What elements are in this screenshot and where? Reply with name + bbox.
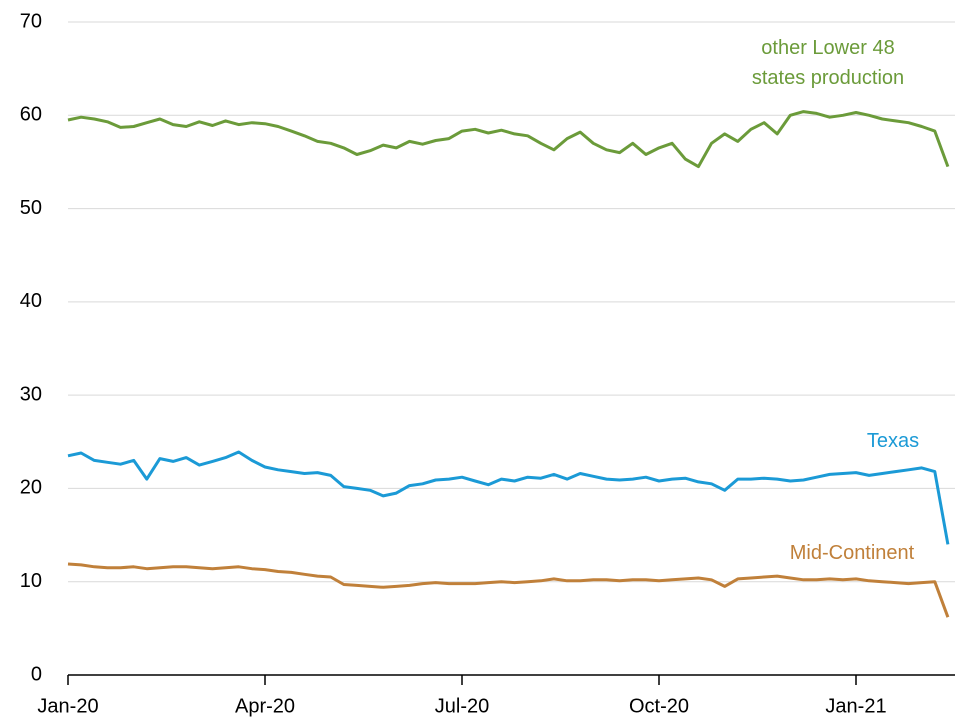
series-label: other Lower 48 states production [751,37,905,89]
y-tick-label: 50 [20,197,42,219]
series-label: Texas [866,430,920,452]
y-tick-label: 60 [20,104,42,126]
series-line [67,562,950,618]
y-tick-label: 10 [20,570,42,592]
y-tick-label: 70 [20,10,42,32]
x-tick-label: Apr-20 [235,695,295,717]
x-tick-label: Jul-20 [435,695,489,717]
y-tick-label: 40 [20,290,42,312]
y-tick-label: 0 [31,663,42,685]
x-tick-label: Jan-21 [825,695,886,717]
x-tick-label: Oct-20 [629,695,689,717]
series-label: Mid-Continent [789,542,915,564]
series-line [67,110,950,169]
series-line [67,450,950,545]
y-tick-label: 30 [20,383,42,405]
y-tick-label: 20 [20,477,42,499]
x-tick-label: Jan-20 [37,695,98,717]
